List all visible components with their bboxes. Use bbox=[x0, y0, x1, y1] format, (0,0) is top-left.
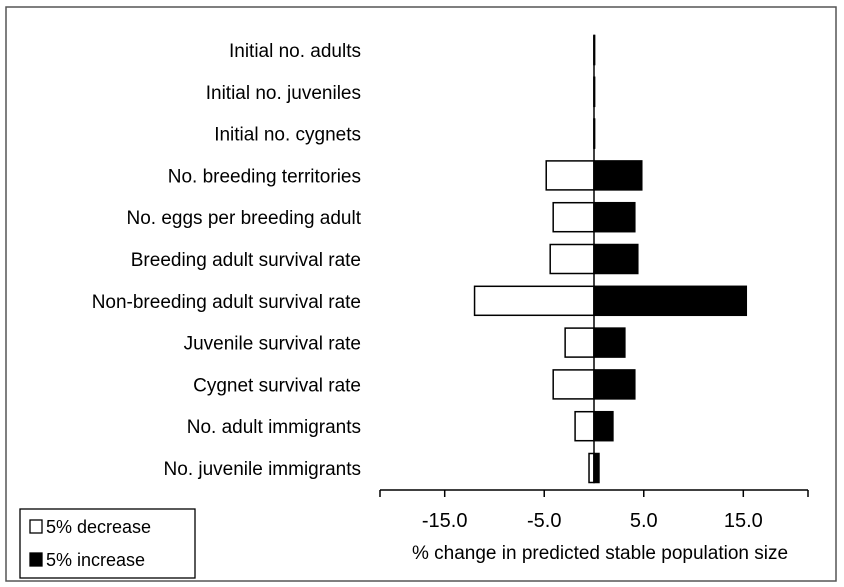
bar-decrease bbox=[549, 243, 595, 275]
x-tick-label: -5.0 bbox=[527, 510, 561, 532]
category-labels-group: Initial no. adults Initial no. juveniles I… bbox=[92, 41, 362, 480]
category-label: Breeding adult survival rate bbox=[131, 250, 361, 271]
bar-decrease bbox=[552, 201, 595, 233]
x-axis-title: % change in predicted stable population … bbox=[412, 543, 788, 564]
category-label: Initial no. juveniles bbox=[206, 83, 361, 104]
bar-increase bbox=[593, 369, 636, 400]
legend-swatch-increase bbox=[29, 552, 43, 567]
x-tick-label: -15.0 bbox=[422, 510, 468, 532]
legend-swatch-decrease bbox=[29, 519, 43, 534]
bar-increase bbox=[593, 410, 614, 442]
bar-decrease bbox=[564, 327, 595, 358]
legend-box bbox=[19, 508, 196, 579]
x-axis: -15.0 -5.0 5.0 15.0 bbox=[379, 489, 809, 532]
legend-label-decrease: 5% decrease bbox=[46, 517, 151, 537]
category-label: Cygnet survival rate bbox=[193, 375, 361, 396]
bar-decrease bbox=[552, 369, 595, 400]
category-label: No. adult immigrants bbox=[187, 417, 361, 438]
x-tick-label: 5.0 bbox=[630, 510, 658, 532]
category-label: No. eggs per breeding adult bbox=[127, 208, 362, 229]
category-label: Non-breeding adult survival rate bbox=[92, 292, 361, 313]
bar-increase bbox=[593, 201, 636, 233]
category-label: No. breeding territories bbox=[168, 166, 361, 187]
legend: 5% decrease 5% increase bbox=[19, 508, 196, 579]
bar-decrease bbox=[473, 285, 595, 317]
bar-increase bbox=[593, 160, 643, 191]
legend-label-increase: 5% increase bbox=[46, 550, 145, 570]
bar-decrease bbox=[574, 410, 595, 442]
x-tick-label: 15.0 bbox=[724, 510, 763, 532]
category-label: Initial no. cygnets bbox=[214, 125, 361, 146]
bar-increase bbox=[593, 285, 748, 317]
bars-group bbox=[473, 34, 748, 484]
bar-decrease bbox=[545, 160, 595, 191]
bar-increase bbox=[593, 327, 626, 358]
category-label: Juvenile survival rate bbox=[184, 334, 361, 355]
category-label: No. juvenile immigrants bbox=[164, 459, 361, 480]
bar-increase bbox=[593, 243, 639, 275]
category-label: Initial no. adults bbox=[229, 41, 361, 62]
